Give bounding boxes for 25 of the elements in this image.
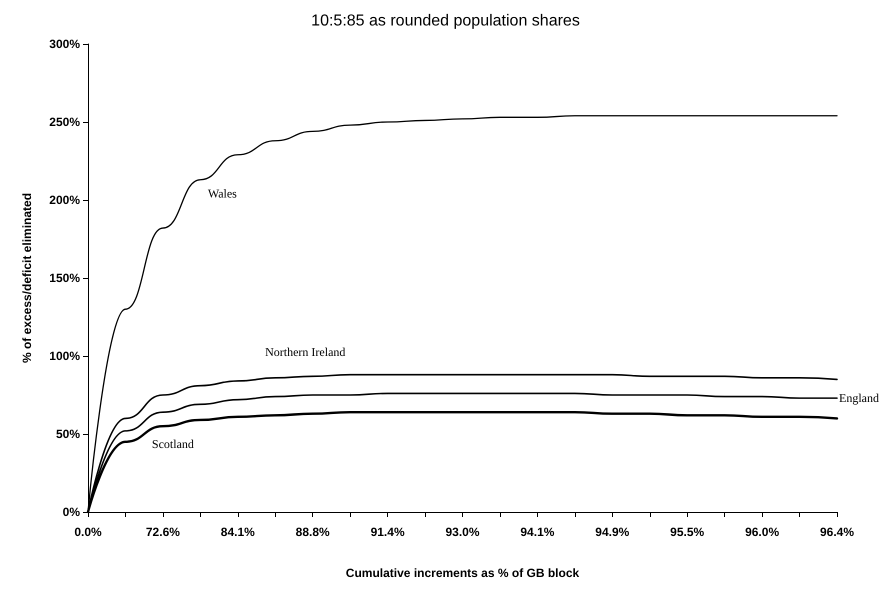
x-tick-label: 96.0% <box>745 525 780 539</box>
x-tick-label: 94.9% <box>595 525 630 539</box>
x-tick-label: 94.1% <box>520 525 555 539</box>
series-label: Scotland <box>152 437 194 452</box>
y-tick-label: 300% <box>49 37 80 51</box>
y-tick-label: 250% <box>49 115 80 129</box>
y-tick-label: 0% <box>62 505 80 519</box>
chart-title: 10:5:85 as rounded population shares <box>311 12 580 30</box>
x-tick-label: 95.5% <box>670 525 705 539</box>
y-tick-label: 50% <box>56 427 80 441</box>
x-axis-title: Cumulative increments as % of GB block <box>346 566 580 580</box>
x-tick-label: 96.4% <box>820 525 854 539</box>
x-tick-label: 72.6% <box>146 525 180 539</box>
x-tick-label: 91.4% <box>370 525 405 539</box>
y-tick-label: 150% <box>49 271 80 285</box>
x-tick-label: 93.0% <box>445 525 480 539</box>
y-tick-label: 100% <box>49 349 80 363</box>
y-tick-label: 200% <box>49 193 80 207</box>
y-axis-title: % of excess/deficit eliminated <box>20 192 34 364</box>
series-label: Wales <box>208 186 238 201</box>
x-tick-label: 88.8% <box>296 525 330 539</box>
series-label: Northern Ireland <box>265 344 346 359</box>
x-tick-label: 0.0% <box>74 525 102 539</box>
x-tick-label: 84.1% <box>220 525 256 539</box>
series-label: England <box>839 391 879 406</box>
